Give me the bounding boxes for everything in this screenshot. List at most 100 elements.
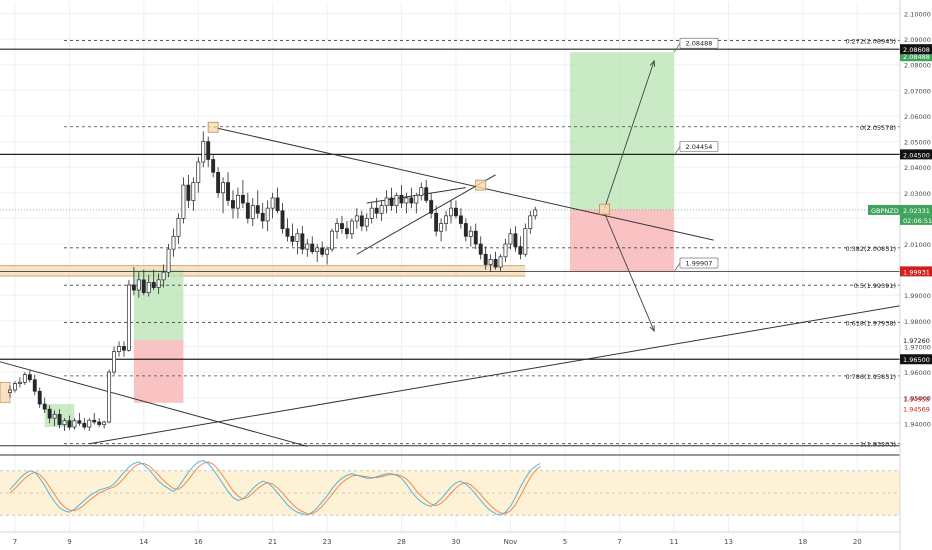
candle-down: [285, 228, 290, 237]
candle-up: [126, 284, 131, 351]
price-badges: 2.084882.023561.999311.972601.965001.949…: [868, 44, 932, 414]
swing-high-marker: [475, 179, 487, 191]
candle-down: [359, 215, 364, 227]
candle-up: [270, 197, 275, 209]
candle-down: [47, 408, 52, 419]
stoch-k-line: [9, 459, 541, 516]
candle-down: [424, 187, 429, 201]
callout-label: 2.08488: [686, 40, 713, 48]
x-tick-label: Nov: [504, 538, 518, 546]
y-tick-label: 1.98000: [904, 318, 931, 326]
level-price-badge-bg: [900, 149, 932, 160]
candle-up: [22, 374, 27, 383]
candle-down: [473, 230, 478, 245]
countdown-badge-bg: [900, 214, 932, 225]
candle-down: [458, 215, 463, 224]
candle-up: [444, 215, 448, 224]
y-tick-label: 2.09000: [904, 36, 931, 44]
x-tick-label: 11: [670, 538, 679, 546]
level-price-badge-bg: [900, 44, 932, 55]
bearish-projection-arrow-head: [649, 325, 655, 333]
countdown-badge: 02:06:51: [903, 217, 932, 225]
callout-box: [679, 37, 719, 49]
candle-up: [315, 247, 320, 253]
entry-marker: [599, 203, 610, 215]
candle-down: [216, 171, 221, 194]
callout-box: [679, 257, 719, 269]
x-tick-label: 21: [268, 538, 277, 546]
x-tick-label: 16: [194, 538, 203, 546]
symbol-label: GBPNZD: [871, 207, 899, 215]
candle-down: [97, 421, 102, 425]
current-price-badge: 2.02331: [903, 207, 930, 215]
red-price-label: 1.94569: [903, 406, 930, 414]
candle-down: [260, 212, 265, 222]
candle-down: [27, 374, 32, 381]
fib-label: 0.272(2.08945): [845, 38, 896, 46]
candle-up: [156, 279, 161, 288]
candle-down: [310, 243, 315, 253]
candle-up: [508, 233, 513, 245]
candle-up: [404, 197, 409, 204]
candle-up: [449, 207, 453, 217]
candle-down: [255, 205, 260, 214]
horizontal-levels: 2.08488 2.04454 1.99907: [0, 37, 900, 360]
candle-down: [67, 420, 72, 428]
target-price-badge-bg: [900, 51, 932, 62]
candle-up: [384, 197, 389, 206]
fib-levels: 0.272(2.08945) 0(2.05578) 0.382(2.00851) 0.…: [64, 38, 900, 449]
y-tick-label: 1.94000: [904, 420, 931, 428]
callout-leader: [673, 262, 681, 273]
candle-down: [57, 413, 62, 425]
y-tick-label: 2.10000: [904, 11, 931, 19]
candle-down: [206, 141, 211, 160]
callout-label: 2.04454: [686, 143, 713, 151]
candle-up: [335, 223, 339, 232]
price-axis[interactable]: 1.94000 1.95000 1.96000 1.97000 1.98000 1.990…: [904, 11, 931, 429]
x-tick-label: 7: [13, 538, 17, 546]
candle-down: [340, 223, 344, 229]
candle-up: [523, 228, 528, 255]
callout-leader: [673, 43, 681, 53]
candle-down: [463, 223, 468, 237]
candle-down: [32, 379, 37, 392]
candle-up: [394, 194, 399, 206]
candle-down: [389, 197, 394, 206]
candle-up: [414, 194, 419, 204]
candle-up: [176, 218, 181, 237]
candle-up: [17, 381, 22, 384]
candle-up: [419, 187, 424, 196]
candle-down: [320, 247, 325, 255]
x-tick-label: 23: [323, 538, 332, 546]
level-price-badge-bg: [900, 354, 932, 365]
current-price-badge-bg: [900, 204, 932, 215]
candle-up: [250, 205, 255, 219]
y-tick-label: 2.06000: [904, 113, 931, 121]
setup-zones: [0, 52, 674, 428]
candle-down: [483, 253, 488, 265]
time-axis[interactable]: 7 9 14 16 21 23 28 30 Nov 5 7 11 13 18 20: [13, 538, 862, 546]
rising-trendline: [89, 304, 902, 445]
trendlines[interactable]: [0, 59, 902, 447]
candle-up: [112, 351, 117, 373]
candle-up: [379, 205, 384, 214]
candle-up: [161, 271, 166, 281]
x-tick-label: 28: [397, 538, 406, 546]
candle-up: [87, 419, 92, 428]
candle-down: [245, 202, 250, 219]
y-tick-label: 1.95000: [904, 395, 931, 403]
candle-down: [280, 210, 285, 229]
candle-down: [77, 420, 82, 424]
candle-up: [330, 230, 335, 250]
candle-down: [37, 390, 42, 405]
candle-down: [226, 182, 230, 201]
candle-up: [354, 215, 359, 222]
candle-up: [503, 243, 508, 258]
candle-up: [439, 223, 444, 232]
x-tick-label: 13: [724, 538, 733, 546]
candle-down: [344, 228, 349, 235]
y-tick-label: 1.99000: [904, 292, 931, 300]
red-price-label: 1.94958: [903, 396, 930, 404]
candle-up: [369, 207, 374, 219]
